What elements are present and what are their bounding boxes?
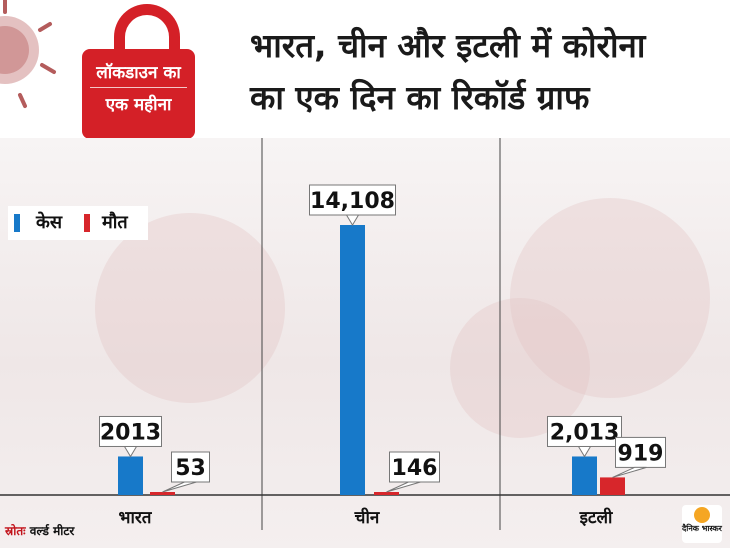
data-label-pointer <box>577 445 592 458</box>
bar-cases <box>572 456 597 495</box>
title-line-1: भारत, चीन और इटली में कोरोना <box>250 26 646 65</box>
logo-text: दैनिक भास्कर <box>682 524 722 533</box>
bar-deaths <box>374 492 399 495</box>
data-label-pointer <box>123 445 138 458</box>
bar-deaths <box>600 477 625 495</box>
lock-divider <box>90 87 187 88</box>
data-label-box <box>547 415 622 447</box>
data-label: 919 <box>618 441 664 466</box>
source-value: वर्ल्ड मीटर <box>29 524 75 538</box>
background-virus-shape <box>510 198 710 398</box>
lock-text: लॉकडाउन का एक महीना <box>82 57 195 121</box>
logo-sun-icon <box>694 507 710 523</box>
data-label-pointer <box>162 481 197 493</box>
background-virus-shape <box>450 298 590 438</box>
data-label-pointer <box>345 214 360 226</box>
data-label: 53 <box>175 456 206 481</box>
legend-cases-swatch <box>14 214 20 232</box>
lock-shackle <box>114 4 180 60</box>
bar-cases <box>340 225 365 495</box>
data-label: 2,013 <box>550 420 620 445</box>
data-label-box <box>99 415 162 447</box>
data-label: 146 <box>392 456 438 481</box>
data-label-pointer <box>386 481 421 493</box>
category-label: भारत <box>119 508 153 528</box>
header: लॉकडाउन का एक महीना भारत, चीन और इटली मे… <box>0 0 730 139</box>
bar-deaths <box>150 492 175 495</box>
lock-line-1: लॉकडाउन का <box>96 63 181 83</box>
coronavirus-icon <box>0 0 56 108</box>
category-label: इटली <box>579 507 613 528</box>
lock-body: लॉकडाउन का एक महीना <box>82 49 195 139</box>
source-credit: स्रोतः वर्ल्ड मीटर <box>5 522 74 539</box>
page-title: भारत, चीन और इटली में कोरोना का एक दिन क… <box>250 20 720 124</box>
category-label: चीन <box>354 507 380 528</box>
data-label: 2013 <box>100 420 161 445</box>
legend-cases-label: केस <box>36 212 62 233</box>
title-line-2: का एक दिन का रिकॉर्ड ग्राफ <box>250 78 590 117</box>
chart-area: 2013 53 भारत 14,108 146 चीन 2,013 919 इटली <box>0 138 730 548</box>
legend: केस मौत <box>8 206 148 240</box>
data-label-pointer <box>612 466 647 478</box>
data-label-box <box>615 436 666 468</box>
source-label: स्रोतः <box>5 524 26 538</box>
background-virus-shape <box>95 213 285 403</box>
data-label: 14,108 <box>310 189 395 214</box>
publisher-logo: दैनिक भास्कर <box>682 505 722 543</box>
bar-cases <box>118 456 143 495</box>
legend-deaths-swatch <box>84 214 90 232</box>
legend-deaths-label: मौत <box>102 212 128 233</box>
lockdown-badge: लॉकडाउन का एक महीना <box>82 4 232 139</box>
lock-line-2: एक महीना <box>105 95 172 115</box>
